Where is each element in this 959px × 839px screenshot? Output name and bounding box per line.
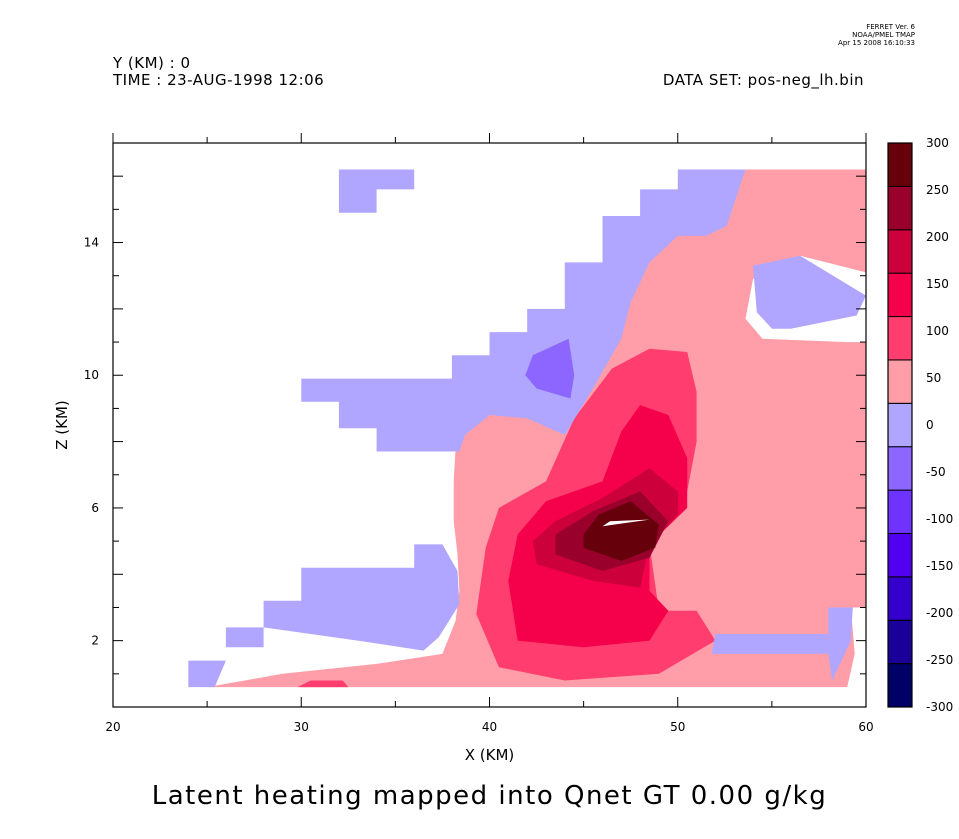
colorbar-segment — [887, 489, 913, 534]
ferret-version: FERRET Ver. 6 — [866, 23, 915, 31]
axes: 20 30 40 50 60 2 6 10 14 — [84, 133, 874, 734]
colorbar-label: 0 — [926, 418, 934, 432]
colorbar-segment — [887, 619, 913, 665]
colorbar-segment — [887, 142, 913, 187]
colorbar-frame — [887, 142, 913, 708]
heatmap-chart: 20 30 40 50 60 2 6 10 14 X (KM) Z (KM) 300 250 200… — [53, 133, 953, 764]
colorbar: 300 250 200 150 100 50 0 -50 -100 -150 -200 -250 -30… — [887, 136, 953, 714]
colorbar-segment — [887, 663, 913, 708]
y-axis-label: Z (KM) — [53, 400, 71, 450]
colorbar-label: 300 — [926, 136, 949, 150]
region-10 — [338, 169, 415, 213]
colorbar-segment — [887, 272, 913, 318]
region-0 — [207, 169, 867, 688]
dataset-label: DATA SET: pos-neg_lh.bin — [662, 71, 864, 89]
region-7 — [188, 660, 226, 688]
y-info-label: Y (KM) : 0 — [113, 54, 191, 72]
x-tick-label: 40 — [482, 720, 497, 734]
ferret-stamp: FERRET Ver. 6 NOAA/PMEL TMAP Apr 15 2008… — [838, 23, 915, 47]
region-5 — [583, 501, 659, 561]
ferret-org: NOAA/PMEL TMAP — [852, 31, 915, 39]
y-tick-label: 14 — [84, 236, 99, 250]
region-15 — [297, 680, 349, 688]
contour-regions — [188, 169, 867, 688]
colorbar-segment — [887, 446, 913, 491]
colorbar-segment — [887, 359, 913, 404]
x-tick-label: 50 — [670, 720, 685, 734]
colorbar-label: -150 — [926, 559, 953, 573]
time-info-label: TIME : 23-AUG-1998 12:06 — [113, 71, 325, 89]
colorbar-segment — [887, 185, 913, 231]
colorbar-segment — [887, 229, 913, 274]
colorbar-label: -250 — [926, 653, 953, 667]
colorbar-label: -100 — [926, 512, 953, 526]
colorbar-label: 250 — [926, 183, 949, 197]
region-13 — [525, 338, 575, 399]
region-12 — [711, 607, 853, 681]
y-tick-label: 2 — [91, 634, 99, 648]
region-11 — [753, 255, 866, 329]
region-6 — [602, 519, 650, 527]
colorbar-label: 200 — [926, 230, 949, 244]
y-tick-label: 6 — [91, 501, 99, 515]
colorbar-label: -200 — [926, 606, 953, 620]
colorbar-label: 150 — [926, 277, 949, 291]
region-8 — [225, 544, 460, 651]
x-tick-label: 20 — [105, 720, 120, 734]
x-tick-label: 60 — [858, 720, 873, 734]
colorbar-segment — [887, 576, 913, 621]
region-9 — [301, 169, 746, 452]
colorbar-label: -50 — [926, 465, 946, 479]
colorbar-label: -300 — [926, 700, 953, 714]
chart-title: Latent heating mapped into Qnet GT 0.00 … — [151, 781, 828, 811]
y-tick-label: 10 — [84, 368, 99, 382]
ferret-date: Apr 15 2008 16:10:33 — [838, 39, 915, 47]
x-tick-label: 30 — [294, 720, 309, 734]
colorbar-label: 50 — [926, 371, 941, 385]
x-axis-label: X (KM) — [465, 746, 515, 764]
colorbar-label: 100 — [926, 324, 949, 338]
colorbar-segment — [887, 402, 913, 448]
colorbar-segment — [887, 316, 913, 361]
colorbar-segment — [887, 532, 913, 578]
